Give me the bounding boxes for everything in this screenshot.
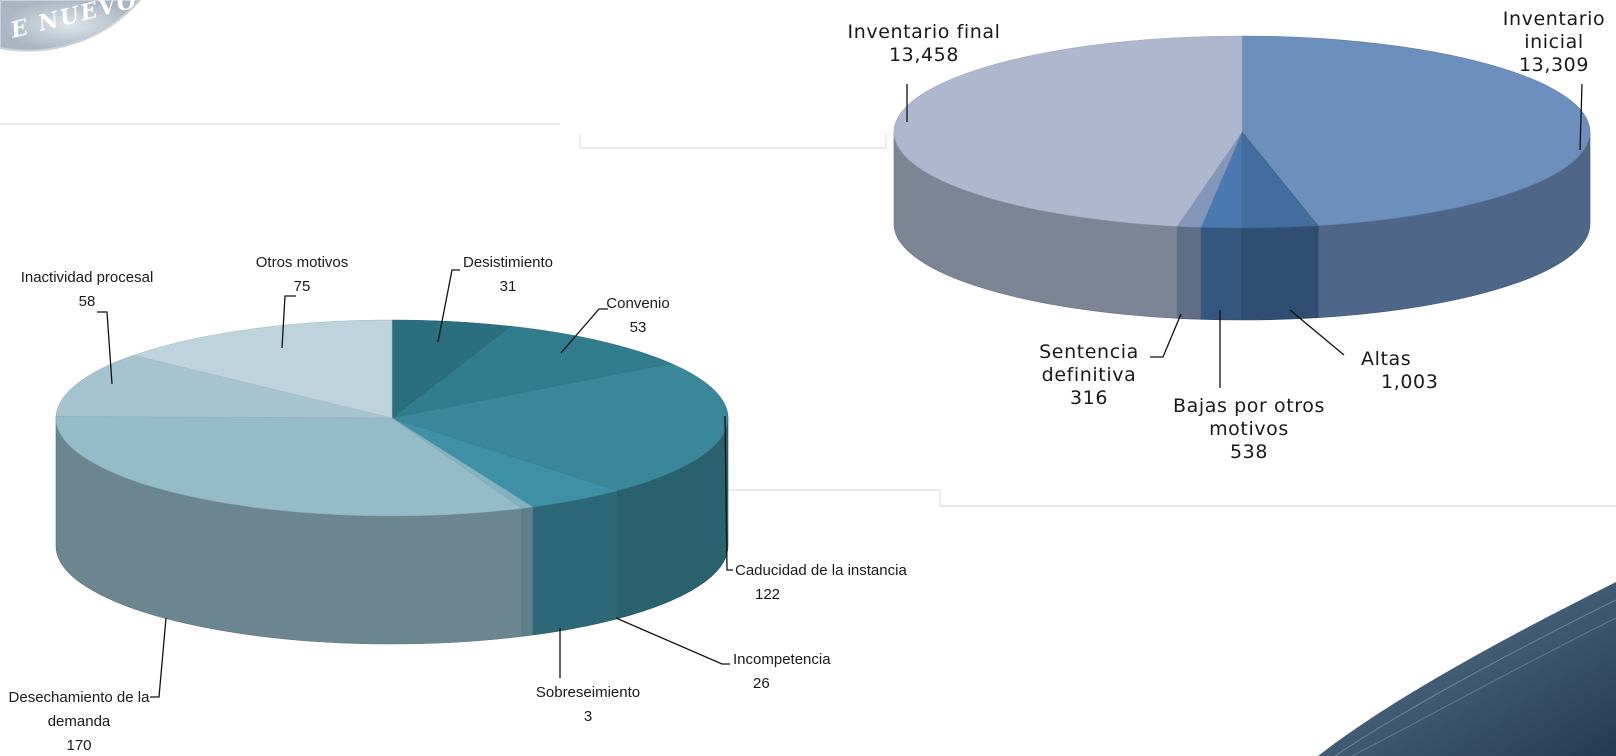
- leader-line-altas: [1289, 309, 1345, 356]
- data-label-inactividad-procesal: Inactividad procesal 58: [21, 269, 154, 310]
- pie-slice-inactividad-procesal: [55, 354, 393, 419]
- leader-line-inactividad-procesal: [97, 311, 113, 385]
- decorative-swoosh: [1318, 582, 1616, 756]
- leader-line-desistimiento: [437, 269, 460, 343]
- leader-line-sentencia-definitiva: [1150, 313, 1182, 358]
- leader-line-caducidad-de-la-instancia: [724, 415, 733, 571]
- pie-slice-inventario-inicial: [1241, 35, 1591, 226]
- leader-line-convenio: [560, 308, 608, 354]
- pie-side-sobreseimiento: [521, 506, 534, 637]
- seal-logo: E NUEVO: [0, 0, 142, 52]
- data-label-desechamiento-de-la-demanda: Desechamiento de la demanda 170: [9, 689, 151, 754]
- pie-side-sentencia-definitiva: [1176, 226, 1202, 320]
- data-label-caducidad-de-la-instancia: Caducidad de la instancia 122: [735, 562, 907, 603]
- data-label-convenio: Convenio 53: [606, 295, 669, 336]
- leader-line-otros-motivos: [281, 295, 296, 349]
- pie-slice-otros-motivos: [132, 319, 393, 419]
- data-label-desistimiento: Desistimiento 31: [463, 254, 553, 295]
- data-label-inventario-inicial: Inventario inicial 13,309: [1503, 8, 1605, 76]
- data-label-sentencia-definitiva: Sentencia definitiva 316: [1039, 341, 1139, 409]
- data-label-inventario-final: Inventario final 13,458: [848, 21, 1001, 66]
- data-label-sobreseimiento: Sobreseimiento 3: [536, 684, 640, 725]
- decorative-frame-lines: [0, 123, 1616, 507]
- data-label-otros-motivos: Otros motivos 75: [256, 254, 349, 295]
- pie-chart-inventario: Inventario inicial 13,309 Altas 1,003 Bajas p…: [848, 8, 1605, 463]
- data-label-bajas-por-otros-motivos: Bajas por otros motivos 538: [1173, 395, 1325, 463]
- pie-slice-inventario-final: [893, 35, 1243, 227]
- pie-chart-motivos: Desistimiento 31 Convenio 53 Caducidad de la…: [9, 254, 908, 754]
- pie-slice-convenio: [391, 326, 673, 419]
- pie-side-incompetencia: [532, 490, 618, 636]
- pie-side-bajas-por-otros-motivos: [1200, 227, 1243, 321]
- data-label-incompetencia: Incompetencia 26: [733, 651, 831, 692]
- leader-line-incompetencia: [615, 617, 730, 665]
- pie-slice-desechamiento-de-la-demanda: [55, 415, 523, 517]
- leader-line-desechamiento-de-la-demanda: [150, 617, 167, 698]
- pie-side-altas: [1241, 225, 1319, 321]
- data-label-altas: Altas 1,003: [1361, 348, 1438, 393]
- leader-line-inventario-inicial: [1579, 83, 1583, 151]
